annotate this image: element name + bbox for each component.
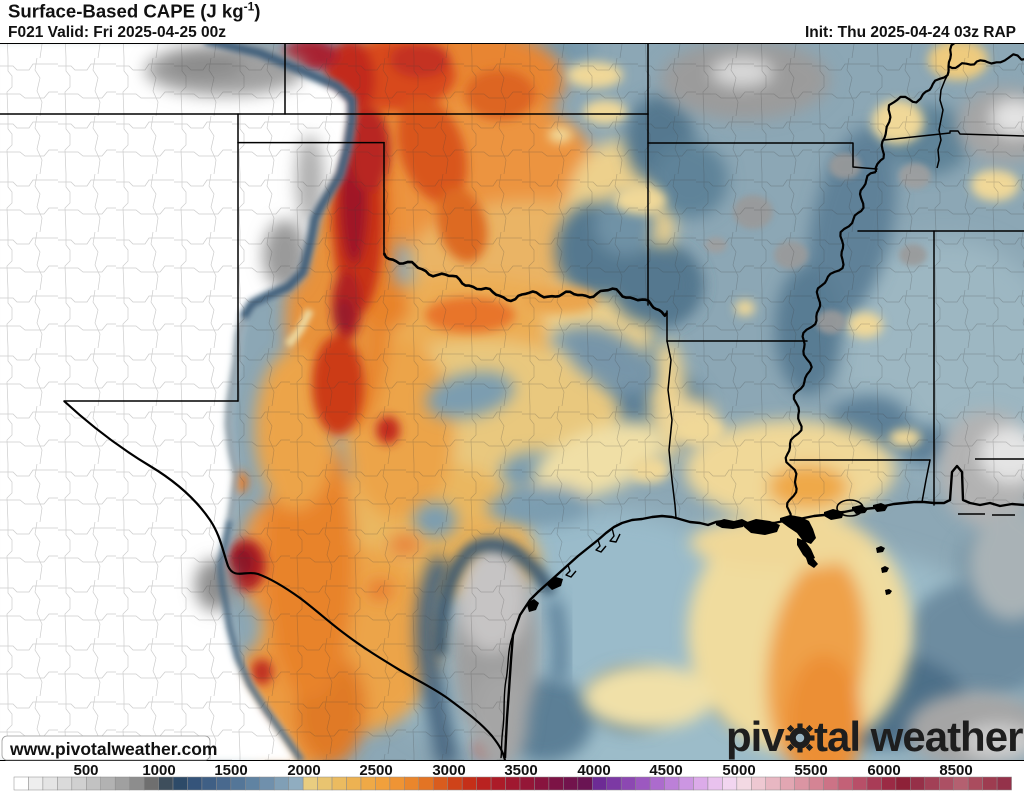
svg-text:6000: 6000 xyxy=(867,762,900,779)
svg-text:tal weather: tal weather xyxy=(814,713,1023,760)
svg-text:500: 500 xyxy=(73,762,98,779)
svg-text:2500: 2500 xyxy=(359,762,392,779)
svg-text:1500: 1500 xyxy=(214,762,247,779)
svg-text:www.pivotalweather.com: www.pivotalweather.com xyxy=(9,739,217,759)
svg-text:4000: 4000 xyxy=(577,762,610,779)
svg-text:4500: 4500 xyxy=(649,762,682,779)
svg-text:piv: piv xyxy=(726,713,785,760)
svg-text:Init: Thu 2025-04-24 03z RAP: Init: Thu 2025-04-24 03z RAP xyxy=(805,24,1016,41)
svg-text:F021 Valid: Fri 2025-04-25 00z: F021 Valid: Fri 2025-04-25 00z xyxy=(8,24,226,41)
svg-text:Surface-Based CAPE (J kg-1): Surface-Based CAPE (J kg-1) xyxy=(8,0,260,22)
svg-text:1000: 1000 xyxy=(142,762,175,779)
svg-text:8500: 8500 xyxy=(939,762,972,779)
svg-text:2000: 2000 xyxy=(287,762,320,779)
svg-text:3000: 3000 xyxy=(432,762,465,779)
svg-text:5500: 5500 xyxy=(794,762,827,779)
svg-text:3500: 3500 xyxy=(504,762,537,779)
svg-text:5000: 5000 xyxy=(722,762,755,779)
